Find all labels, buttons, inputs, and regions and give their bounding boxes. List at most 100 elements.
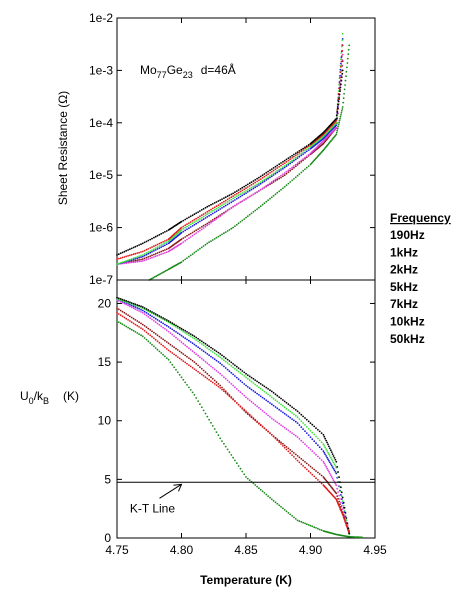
top-point <box>296 163 299 166</box>
top-point <box>267 176 269 179</box>
bottom-point <box>326 441 328 444</box>
bottom-point <box>300 420 303 422</box>
top-point <box>206 213 209 216</box>
top-point <box>156 248 159 250</box>
bottom-point <box>298 456 301 459</box>
bottom-point <box>304 417 306 419</box>
bottom-point <box>188 386 190 389</box>
bottom-point <box>332 455 335 457</box>
top-point <box>121 261 124 264</box>
bottom-point <box>189 358 192 361</box>
bottom-point <box>132 322 135 325</box>
top-point <box>162 232 165 234</box>
top-point <box>340 60 343 63</box>
top-point <box>162 249 165 252</box>
top-point <box>282 167 284 170</box>
bottom-point <box>153 320 155 322</box>
bottom-point <box>252 402 255 405</box>
top-point <box>258 206 260 209</box>
bottom-point <box>184 344 187 347</box>
top-point <box>226 195 229 198</box>
bottom-point <box>256 380 258 383</box>
bottom-point <box>315 442 317 445</box>
top-point <box>182 219 185 222</box>
bottom-series-10kHz <box>116 311 351 535</box>
legend-title: Frequency <box>390 211 451 225</box>
bottom-point <box>121 310 124 313</box>
bottom-point <box>235 388 238 390</box>
top-point <box>337 90 340 92</box>
top-point <box>336 105 339 108</box>
bottom-point <box>136 304 139 306</box>
bottom-point <box>340 486 342 489</box>
top-point <box>287 182 290 185</box>
top-point <box>302 151 304 154</box>
top-point <box>241 186 244 189</box>
bottom-point <box>189 389 192 391</box>
bottom-point <box>278 408 281 411</box>
bottom-point <box>285 446 288 448</box>
top-point <box>346 66 348 69</box>
top-point <box>202 215 205 218</box>
top-point <box>340 62 342 65</box>
bottom-point <box>254 484 257 486</box>
top-point <box>134 256 137 259</box>
bottom-point <box>138 333 141 335</box>
top-point <box>298 151 301 154</box>
top-point <box>245 198 247 200</box>
bottom-point <box>208 363 211 366</box>
bottom-point <box>210 376 212 379</box>
bottom-point <box>199 341 201 344</box>
top-point <box>293 158 295 161</box>
bottom-point <box>215 359 218 362</box>
top-point <box>348 44 351 47</box>
bottom-point <box>239 379 242 382</box>
bottom-point <box>213 358 216 361</box>
top-point <box>199 210 201 212</box>
bottom-point <box>302 428 304 430</box>
bottom-y-tick-label: 20 <box>98 296 112 310</box>
bottom-point <box>248 413 251 416</box>
bottom-point <box>184 361 187 364</box>
bottom-point <box>206 344 209 346</box>
bottom-point <box>184 329 187 332</box>
bottom-point <box>307 446 310 449</box>
bottom-point <box>119 309 122 312</box>
top-point <box>160 272 163 274</box>
bottom-point <box>164 318 166 320</box>
top-panel: 1e-21e-31e-41e-51e-61e-7 Mo77Ge23 d=46Å S… <box>56 11 376 287</box>
bottom-y-tick-label: 15 <box>98 355 112 369</box>
top-point <box>211 239 214 241</box>
bottom-point <box>226 358 229 361</box>
bottom-point <box>171 352 174 354</box>
bottom-point <box>224 390 227 393</box>
top-point <box>280 176 282 179</box>
legend-item-50kHz: 50kHz <box>390 332 425 346</box>
bottom-point <box>342 516 345 519</box>
top-point <box>127 262 129 264</box>
bottom-point <box>234 375 236 377</box>
top-point <box>191 253 194 256</box>
top-point <box>239 221 242 223</box>
bottom-point <box>332 489 335 491</box>
bottom-point <box>140 334 142 337</box>
bottom-point <box>217 351 220 354</box>
top-point <box>208 204 211 207</box>
bottom-point <box>123 316 126 319</box>
top-point <box>206 242 209 245</box>
bottom-point <box>328 459 330 462</box>
bottom-point <box>274 420 277 422</box>
top-point <box>237 191 240 194</box>
top-point <box>338 97 340 99</box>
top-point <box>296 162 299 165</box>
top-point <box>340 66 342 68</box>
bottom-point <box>289 430 292 433</box>
top-point <box>300 171 303 174</box>
bottom-point <box>169 350 172 353</box>
bottom-point <box>311 438 314 441</box>
bottom-point <box>304 443 306 446</box>
bottom-point <box>140 311 142 313</box>
top-point <box>285 158 288 161</box>
top-point <box>180 242 183 245</box>
annotation-rest: d=46Å <box>201 62 236 77</box>
